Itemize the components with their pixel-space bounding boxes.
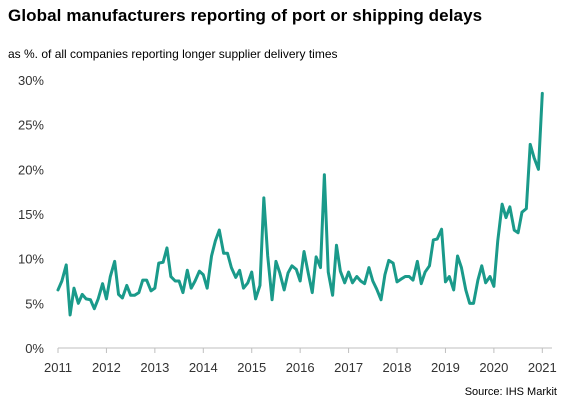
y-tick-label: 0%: [25, 341, 44, 356]
y-tick-label: 15%: [18, 207, 44, 222]
source-note: Source: IHS Markit: [464, 386, 557, 398]
x-tick-label: 2020: [479, 360, 508, 375]
x-tick-label: 2011: [44, 360, 72, 375]
chart-subtitle: as %. of all companies reporting longer …: [8, 47, 338, 61]
y-tick-label: 25%: [18, 118, 44, 133]
y-tick-label: 30%: [18, 73, 44, 88]
chart-title: Global manufacturers reporting of port o…: [8, 6, 483, 25]
x-tick-label: 2019: [431, 360, 460, 375]
x-tick-label: 2014: [189, 360, 218, 375]
y-tick-label: 5%: [25, 296, 44, 311]
x-tick-label: 2012: [92, 360, 121, 375]
series-line-0: [56, 91, 544, 317]
series-group: [56, 91, 544, 317]
x-tick-label: 2018: [383, 360, 412, 375]
y-axis-ticks: 0% 5% 10% 15% 20% 25% 30%: [18, 73, 44, 356]
x-tick-label: 2016: [286, 360, 315, 375]
x-axis: 2011 2012 2013 2014 2015 2016 2017 2018 2019 2020…: [44, 347, 557, 375]
y-tick-label: 10%: [18, 252, 44, 267]
x-tick-label: 2017: [334, 360, 363, 375]
x-tick-label: 2015: [237, 360, 266, 375]
x-tick-label: 2013: [140, 360, 169, 375]
x-tick-label: 2021: [528, 360, 557, 375]
y-tick-label: 20%: [18, 162, 44, 177]
